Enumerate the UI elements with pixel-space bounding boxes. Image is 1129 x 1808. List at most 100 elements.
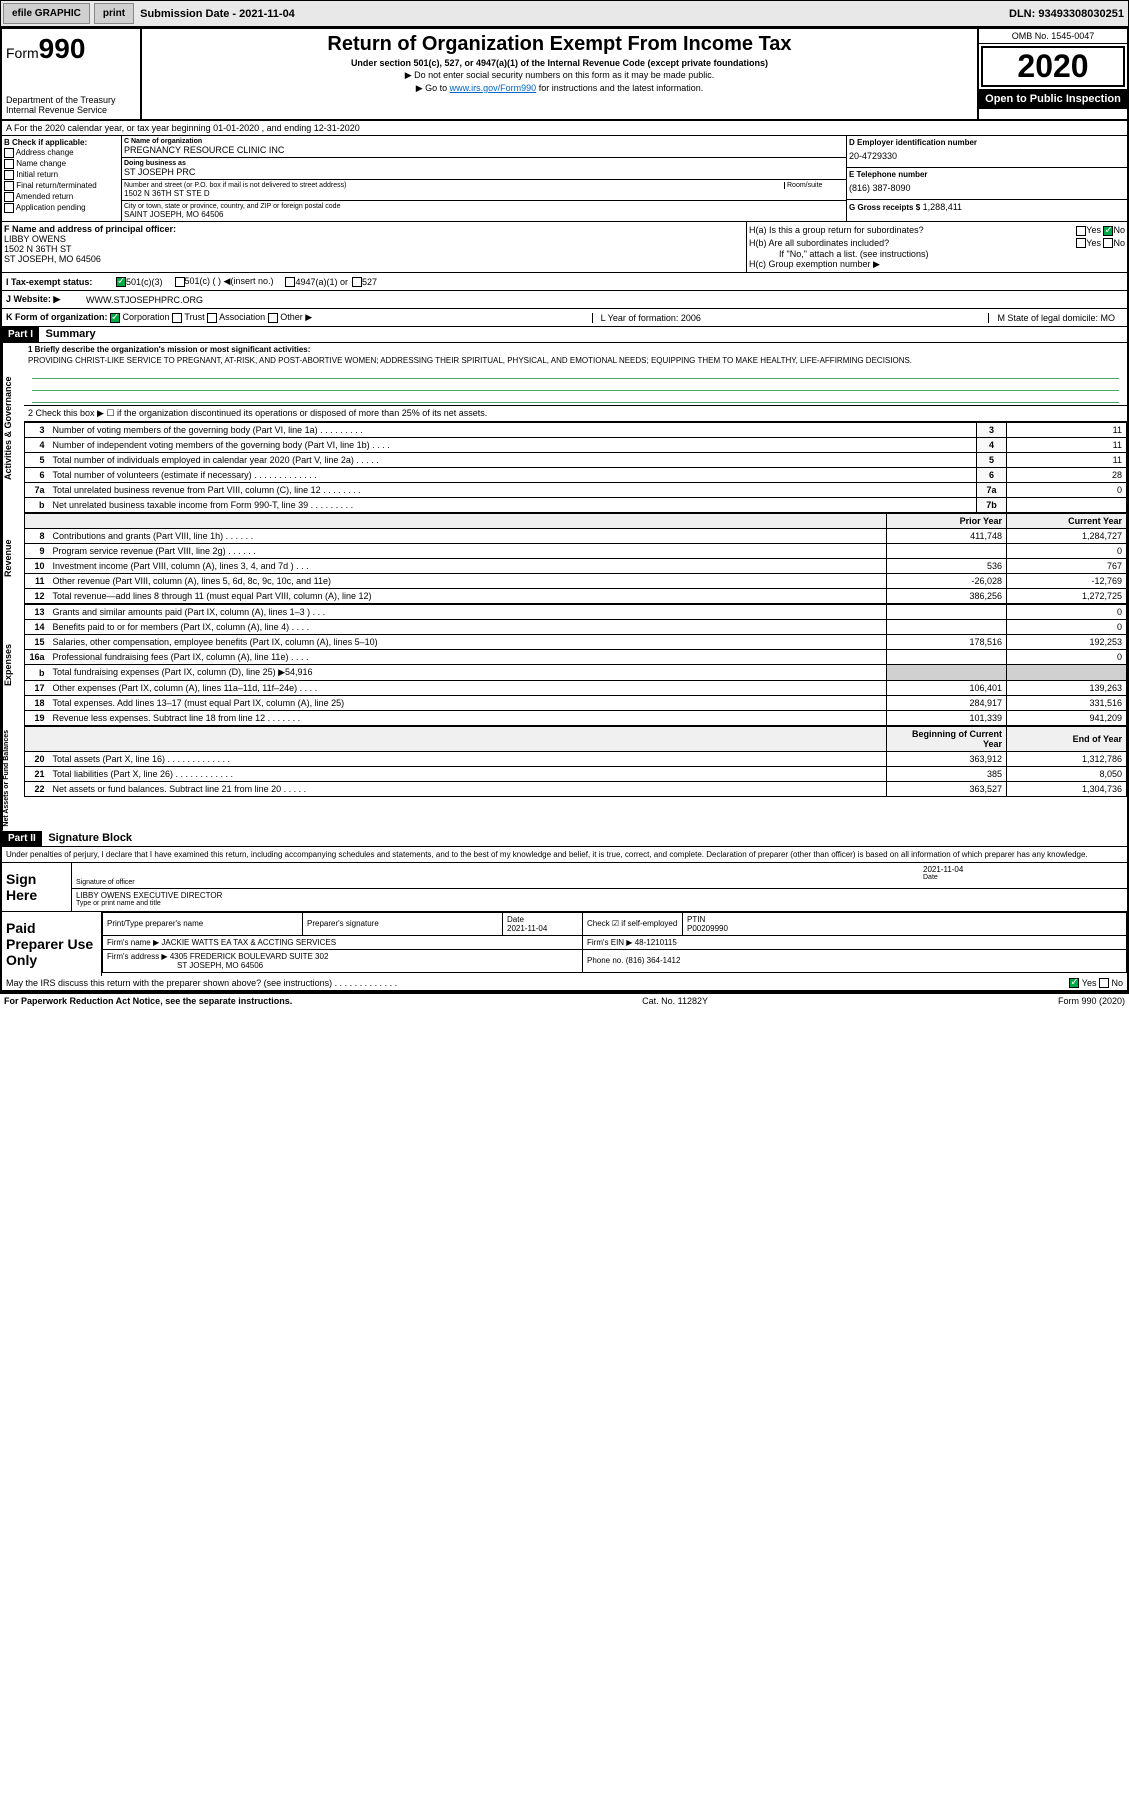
line-desc: Number of independent voting members of … <box>49 438 977 453</box>
gross-receipts-box: G Gross receipts $ 1,288,411 <box>847 200 1127 214</box>
line-number: 4 <box>25 438 49 453</box>
chk-amended-return[interactable]: Amended return <box>4 192 119 202</box>
line-number: 14 <box>25 620 49 635</box>
prior-value <box>887 650 1007 665</box>
row-k-form-org: K Form of organization: Corporation Trus… <box>2 309 1127 327</box>
officer-name: LIBBY OWENS <box>4 234 744 244</box>
chk-501c3[interactable] <box>116 277 126 287</box>
header-left: Form990 Department of the Treasury Inter… <box>2 29 142 119</box>
form-number: 990 <box>39 33 86 64</box>
prior-value: 284,917 <box>887 696 1007 711</box>
chk-address-change[interactable]: Address change <box>4 148 119 158</box>
print-button[interactable]: print <box>94 3 134 24</box>
group-exemption: H(c) Group exemption number ▶ <box>749 259 1125 270</box>
line-desc: Professional fundraising fees (Part IX, … <box>49 650 887 665</box>
ssn-note: ▶ Do not enter social security numbers o… <box>146 70 973 81</box>
prior-value: 411,748 <box>887 529 1007 544</box>
current-value: 767 <box>1007 559 1127 574</box>
expenses-table: 13 Grants and similar amounts paid (Part… <box>24 604 1127 726</box>
form-990-container: Form990 Department of the Treasury Inter… <box>0 27 1129 993</box>
irs-link[interactable]: www.irs.gov/Form990 <box>450 83 537 93</box>
current-value: -12,769 <box>1007 574 1127 589</box>
line-desc: Investment income (Part VIII, column (A)… <box>49 559 887 574</box>
sign-here-label: Sign Here <box>2 863 72 911</box>
revenue-table: Prior Year Current Year8 Contributions a… <box>24 513 1127 604</box>
line-desc: Benefits paid to or for members (Part IX… <box>49 620 887 635</box>
row-a-tax-year: A For the 2020 calendar year, or tax yea… <box>2 121 1127 136</box>
line-value: 28 <box>1007 468 1127 483</box>
form-header: Form990 Department of the Treasury Inter… <box>2 29 1127 121</box>
omb-number: OMB No. 1545-0047 <box>979 29 1127 44</box>
header-mid: Return of Organization Exempt From Incom… <box>142 29 977 119</box>
ag-table: 3 Number of voting members of the govern… <box>24 422 1127 513</box>
department: Department of the Treasury Internal Reve… <box>6 95 136 115</box>
prior-value: 386,256 <box>887 589 1007 604</box>
firm-addr2: ST JOSEPH, MO 64506 <box>107 961 263 970</box>
discuss-yes[interactable] <box>1069 978 1079 988</box>
hdr-current: Current Year <box>1007 514 1127 529</box>
line-value: 11 <box>1007 438 1127 453</box>
city-state-zip: SAINT JOSEPH, MO 64506 <box>124 210 844 219</box>
line-desc: Salaries, other compensation, employee b… <box>49 635 887 650</box>
col-d-e-g: D Employer identification number 20-4729… <box>847 136 1127 221</box>
line-number: b <box>25 665 49 681</box>
hdr-end: End of Year <box>1007 727 1127 752</box>
chk-initial-return[interactable]: Initial return <box>4 170 119 180</box>
section-b-to-g: B Check if applicable: Address change Na… <box>2 136 1127 222</box>
activities-governance-section: Activities & Governance 1 Briefly descri… <box>2 343 1127 513</box>
form-word: Form <box>6 45 39 61</box>
chk-501c[interactable] <box>175 277 185 287</box>
prior-value <box>887 665 1007 681</box>
line-desc: Total liabilities (Part X, line 26) . . … <box>49 767 887 782</box>
goto-note: ▶ Go to www.irs.gov/Form990 for instruct… <box>146 83 973 94</box>
prior-value: -26,028 <box>887 574 1007 589</box>
officer-addr2: ST JOSEPH, MO 64506 <box>4 254 744 264</box>
mission-text: PROVIDING CHRIST-LIKE SERVICE TO PREGNAN… <box>28 354 1123 367</box>
end-value: 8,050 <box>1007 767 1127 782</box>
chk-name-change[interactable]: Name change <box>4 159 119 169</box>
sidebar-net-assets: Net Assets or Fund Balances <box>2 726 24 831</box>
net-assets-section: Net Assets or Fund Balances Beginning of… <box>2 726 1127 831</box>
line-number: 10 <box>25 559 49 574</box>
line-desc: Total assets (Part X, line 16) . . . . .… <box>49 752 887 767</box>
chk-application-pending[interactable]: Application pending <box>4 203 119 213</box>
row-i-tax-status: I Tax-exempt status: 501(c)(3) 501(c) ( … <box>2 273 1127 291</box>
line-number: 22 <box>25 782 49 797</box>
expenses-section: Expenses 13 Grants and similar amounts p… <box>2 604 1127 726</box>
line-desc: Other revenue (Part VIII, column (A), li… <box>49 574 887 589</box>
line-number: 20 <box>25 752 49 767</box>
sidebar-revenue: Revenue <box>2 513 24 604</box>
chk-other[interactable] <box>268 313 278 323</box>
line-number: 21 <box>25 767 49 782</box>
col-h-group: H(a) Is this a group return for subordin… <box>747 222 1127 272</box>
form-subtitle: Under section 501(c), 527, or 4947(a)(1)… <box>146 58 973 68</box>
chk-trust[interactable] <box>172 313 182 323</box>
col-c-d: C Name of organization PREGNANCY RESOURC… <box>122 136 1127 221</box>
prior-value <box>887 605 1007 620</box>
begin-value: 363,527 <box>887 782 1007 797</box>
line-value: 11 <box>1007 453 1127 468</box>
discuss-no[interactable] <box>1099 978 1109 988</box>
line-desc: Net unrelated business taxable income fr… <box>49 498 977 513</box>
chk-4947[interactable] <box>285 277 295 287</box>
line-desc: Total expenses. Add lines 13–17 (must eq… <box>49 696 887 711</box>
line-number: 9 <box>25 544 49 559</box>
part1-header: Part I Summary <box>2 327 1127 343</box>
website-url: WWW.STJOSEPHPRC.ORG <box>86 295 203 305</box>
chk-association[interactable] <box>207 313 217 323</box>
current-value: 0 <box>1007 605 1127 620</box>
phone-box: E Telephone number (816) 387-8090 <box>847 168 1127 200</box>
line-desc: Revenue less expenses. Subtract line 18 … <box>49 711 887 726</box>
line-number: 11 <box>25 574 49 589</box>
current-value: 331,516 <box>1007 696 1127 711</box>
page-footer: For Paperwork Reduction Act Notice, see … <box>0 993 1129 1008</box>
current-value: 0 <box>1007 620 1127 635</box>
chk-final-return[interactable]: Final return/terminated <box>4 181 119 191</box>
chk-527[interactable] <box>352 277 362 287</box>
chk-corporation[interactable] <box>110 313 120 323</box>
prior-value: 178,516 <box>887 635 1007 650</box>
efile-button[interactable]: efile GRAPHIC <box>3 3 90 24</box>
prior-value: 106,401 <box>887 681 1007 696</box>
dba-name: ST JOSEPH PRC <box>124 167 844 177</box>
prep-date: 2021-11-04 <box>507 924 547 933</box>
